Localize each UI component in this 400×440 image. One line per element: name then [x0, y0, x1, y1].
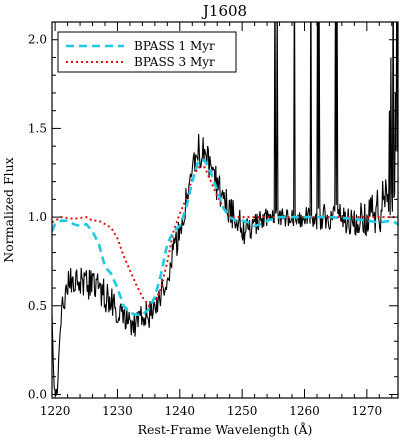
x-tick-label: 1230	[102, 404, 133, 418]
y-tick-label: 0.0	[28, 387, 47, 401]
y-tick-label: 2.0	[28, 33, 47, 47]
x-tick-label: 1270	[352, 404, 383, 418]
y-tick-label: 1.0	[28, 210, 47, 224]
x-tick-label: 1220	[40, 404, 71, 418]
y-tick-label: 1.5	[28, 121, 47, 135]
bpass-1-myr-line	[52, 159, 398, 316]
x-axis-label: Rest-Frame Wavelength (Å)	[138, 422, 313, 437]
plot-frame	[51, 21, 399, 399]
legend: BPASS 1 Myr BPASS 3 Myr	[57, 31, 237, 73]
y-axis-label: Normalized Flux	[1, 157, 16, 262]
legend-box	[57, 31, 237, 73]
x-tick-label: 1250	[227, 404, 258, 418]
legend-label-bpass-1-myr: BPASS 1 Myr	[134, 39, 215, 53]
ticks-layer: 1220 1230 1240 1250 1260 1270 0.0 0.5 1.0 1.5 2.0	[28, 22, 398, 418]
observed-spectrum-line	[52, 22, 398, 396]
chart-title: J1608	[201, 2, 247, 20]
y-tick-label: 0.5	[28, 299, 47, 313]
legend-label-bpass-3-myr: BPASS 3 Myr	[134, 55, 215, 69]
bpass-3-myr-line	[52, 166, 398, 308]
x-tick-label: 1240	[165, 404, 196, 418]
x-tick-label: 1260	[289, 404, 320, 418]
series-layer	[52, 22, 398, 396]
